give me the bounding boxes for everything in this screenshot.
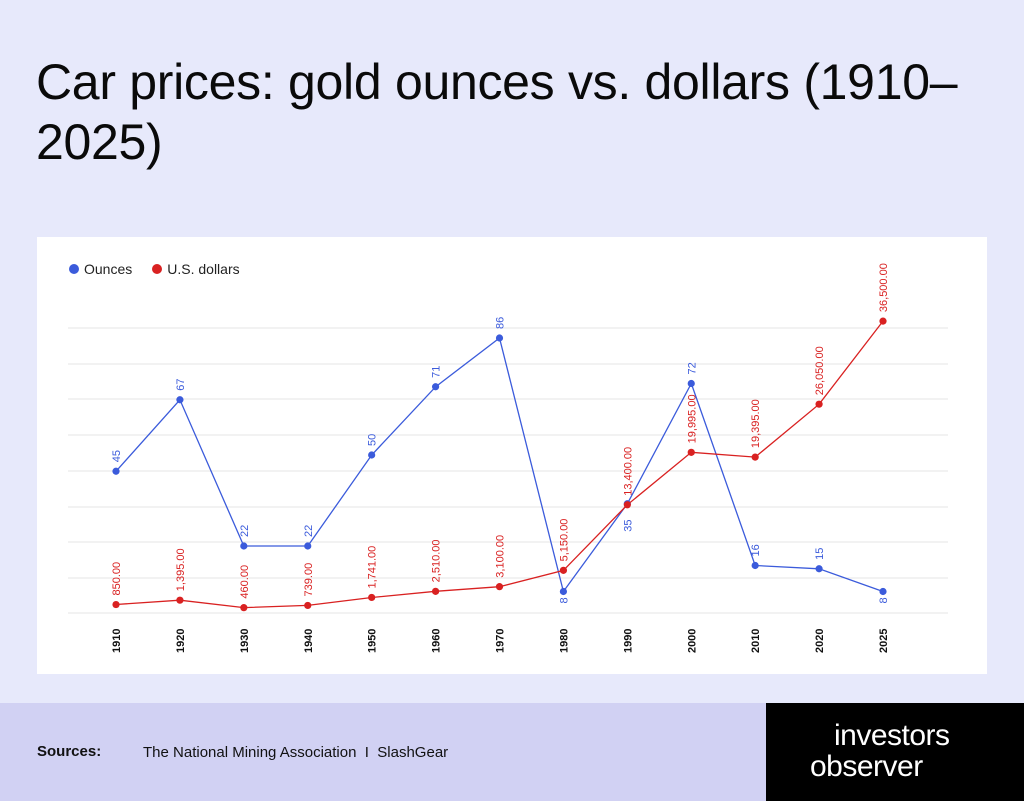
data-label-ounces: 16 [750,544,762,556]
x-tick-label: 1930 [239,628,251,652]
x-tick-label: 1910 [111,629,123,653]
data-label-dollars: 1,741.00 [367,546,379,589]
brand-logo-line2: observer [810,750,923,783]
page-title: Car prices: gold ounces vs. dollars (191… [36,54,958,170]
data-label-ounces: 72 [686,362,698,374]
data-label-ounces: 15 [814,548,826,560]
data-label-dollars: 13,400.00 [622,447,634,496]
data-point-dollars [431,587,440,595]
data-label-ounces: 8 [878,597,890,603]
data-point-ounces [431,383,440,391]
data-label-ounces: 35 [622,520,634,532]
data-label-dollars: 5,150.00 [558,519,570,562]
data-label-ounces: 86 [495,317,507,329]
data-point-ounces [240,542,248,550]
x-tick-label: 1960 [431,629,443,653]
data-point-dollars [751,453,759,461]
legend-swatch-dollars [152,264,163,274]
line-chart: 45 67 22 22 50 71 86 8 35 72 16 15 8 850.00 1,395.00 46… [68,263,948,653]
legend-label-dollars: U.S. dollars [167,261,240,277]
data-point-ounces [879,587,887,596]
data-point-ounces [176,396,184,404]
data-label-dollars: 2,510.00 [431,539,443,582]
footer: Sources: The National Mining Association… [0,703,766,801]
data-point-ounces [751,561,759,570]
data-point-dollars [368,593,376,602]
data-label-ounces: 22 [303,525,315,537]
data-label-dollars: 460.00 [239,565,251,599]
x-tick-label: 1940 [303,629,315,653]
data-label-dollars: 19,395.00 [750,399,762,448]
x-tick-label: 1920 [175,628,187,652]
data-label-dollars: 36,500.00 [878,263,890,312]
data-label-ounces: 67 [175,379,187,391]
sources-label: Sources: [37,743,102,760]
data-point-dollars [623,501,631,509]
legend-swatch-ounces [69,264,79,274]
data-point-dollars [304,601,312,610]
sources-text: The National Mining Association I SlashG… [143,744,449,761]
x-tick-label: 2020 [814,629,826,653]
data-point-dollars [687,448,695,456]
data-label-dollars: 19,995.00 [686,394,698,443]
x-tick-label: 2000 [686,629,698,653]
legend-item-ounces[interactable]: Ounces [69,261,132,277]
chart-card: 45 67 22 22 50 71 86 8 35 72 16 15 8 850.00 1,395.00 46… [37,237,987,674]
brand-logo[interactable]: investors observer [766,703,1024,801]
data-point-dollars [815,400,823,408]
data-label-dollars: 739.00 [303,563,315,597]
data-label-ounces: 50 [367,434,379,446]
data-point-ounces [559,587,568,596]
data-label-dollars: 1,395.00 [175,548,187,591]
data-point-dollars [495,583,504,591]
legend: Ounces U.S. dollars [69,261,240,277]
data-point-dollars [240,604,248,612]
data-label-ounces: 8 [558,597,570,603]
data-point-ounces [112,467,120,475]
data-point-ounces [368,451,376,459]
data-label-dollars: 850.00 [111,562,123,596]
data-point-ounces [687,379,695,388]
data-point-dollars [112,600,120,609]
data-point-ounces [815,565,823,573]
data-point-ounces [304,542,312,550]
data-label-ounces: 71 [431,366,443,378]
legend-item-dollars[interactable]: U.S. dollars [152,261,240,277]
data-point-dollars [879,317,887,325]
data-label-ounces: 22 [239,525,251,537]
data-point-ounces [495,334,504,342]
x-tick-label: 1980 [558,628,570,652]
x-tick-label: 2010 [750,629,762,653]
data-label-ounces: 45 [111,450,123,462]
data-point-dollars [176,596,184,604]
x-tick-label: 1990 [622,628,634,652]
data-point-dollars [559,566,568,574]
data-label-dollars: 26,050.00 [814,346,826,395]
data-label-dollars: 3,100.00 [494,535,506,578]
legend-label-ounces: Ounces [84,261,133,277]
x-tick-label: 2025 [878,629,890,653]
brand-logo-line1: investors [834,719,950,752]
x-tick-label: 1970 [495,629,507,653]
x-tick-label: 1950 [367,629,379,653]
